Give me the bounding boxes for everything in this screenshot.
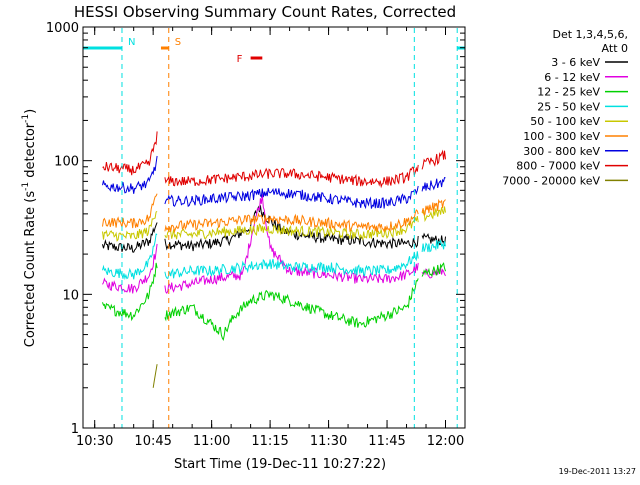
flag-label-n: N <box>128 37 135 48</box>
series-line-8 <box>102 131 446 189</box>
legend-label: 25 - 50 keV <box>537 100 600 113</box>
legend-label: 100 - 300 keV <box>523 130 600 143</box>
x-tick-label: 10:30 <box>76 434 113 449</box>
legend: Det 1,3,4,5,6,Att 03 - 6 keV 6 - 12 keV 12… <box>502 28 628 187</box>
x-tick-label: 10:45 <box>134 434 171 449</box>
y-label-part: Corrected Count Rate (s <box>23 191 38 348</box>
x-tick-label: 12:00 <box>427 434 464 449</box>
legend-label: 6 - 12 keV <box>544 71 600 84</box>
x-axis-label: Start Time (19-Dec-11 10:27:22) <box>174 457 386 472</box>
y-label-superscript: -1 <box>21 114 31 123</box>
y-label-superscript: -1 <box>21 182 31 191</box>
plot-frame <box>82 26 466 429</box>
legend-title: Det 1,3,4,5,6, <box>552 28 628 41</box>
x-tick-label: 11:30 <box>310 434 347 449</box>
series-line-7 <box>102 155 446 210</box>
x-tick-label: 11:00 <box>193 434 230 449</box>
x-axis: 10:30 10:45 11:00 11:15 11:30 11:45 12:00 <box>76 27 466 449</box>
flag-label-f: F <box>237 54 243 65</box>
legend-label: 12 - 25 keV <box>537 86 600 99</box>
y-label-part: detector <box>23 122 38 182</box>
series-line-4 <box>102 233 446 280</box>
series-line-6 <box>102 193 446 234</box>
series-line-3 <box>102 262 446 341</box>
y-axis: 1 10 100 1000 <box>46 21 465 437</box>
chart-title: HESSI Observing Summary Count Rates, Cor… <box>74 3 456 21</box>
plot-area: N S F <box>83 28 465 428</box>
series-line-2 <box>102 194 446 294</box>
legend-label: 300 - 800 keV <box>523 145 600 158</box>
legend-label: 7000 - 20000 keV <box>502 174 600 187</box>
y-tick-label: 100 <box>54 155 79 170</box>
y-label-part: ) <box>23 109 38 114</box>
y-tick-label: 1000 <box>46 21 79 36</box>
y-tick-label: 10 <box>62 288 79 303</box>
legend-label: 50 - 100 keV <box>530 115 600 128</box>
y-tick-label: 1 <box>71 422 79 437</box>
y-axis-label: Corrected Count Rate (s-1 detector-1) <box>21 109 38 347</box>
series-line-9 <box>152 364 158 388</box>
legend-label: 3 - 6 keV <box>551 56 600 69</box>
x-tick-label: 11:15 <box>251 434 288 449</box>
flag-label-s: S <box>175 37 181 48</box>
footer-timestamp: 19-Dec-2011 13:27 <box>559 467 636 476</box>
x-tick-label: 11:45 <box>368 434 405 449</box>
legend-label: 800 - 7000 keV <box>516 160 600 173</box>
legend-title: Att 0 <box>602 42 628 55</box>
